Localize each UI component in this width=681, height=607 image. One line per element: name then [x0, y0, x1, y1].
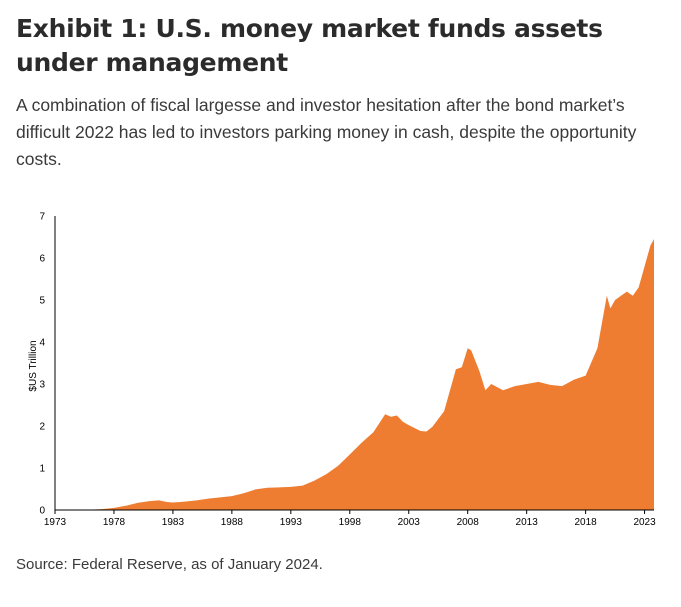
x-tick-label: 1973 — [44, 517, 67, 528]
y-tick-label: 7 — [39, 212, 45, 223]
area-chart: 0 1 2 3 4 5 6 7 1973 1978 1983 1988 1993 1998 2003 2008… — [28, 212, 656, 529]
y-tick-label: 4 — [39, 338, 45, 349]
y-tick-label: 3 — [39, 380, 45, 391]
x-tick-label: 1993 — [280, 517, 303, 528]
x-tick-label: 2023 — [633, 517, 656, 528]
exhibit-subtitle: A combination of fiscal largesse and inv… — [16, 95, 637, 169]
exhibit-title: Exhibit 1: U.S. money market funds asset… — [16, 14, 603, 77]
x-tick-label: 1978 — [103, 517, 126, 528]
y-axis-label: $US Trillion — [28, 340, 39, 391]
y-tick-label: 6 — [39, 254, 45, 265]
area-series — [55, 239, 654, 510]
x-tick-label: 1998 — [339, 517, 362, 528]
x-tick-label: 2013 — [516, 517, 539, 528]
y-tick-label: 1 — [39, 464, 45, 475]
y-tick-label: 5 — [39, 296, 45, 307]
y-tick-label: 0 — [39, 506, 45, 517]
x-tick-label: 1988 — [221, 517, 244, 528]
x-tick-label: 2018 — [574, 517, 597, 528]
y-tick-label: 2 — [39, 422, 45, 433]
x-tick-label: 2008 — [457, 517, 480, 528]
source-note: Source: Federal Reserve, as of January 2… — [16, 556, 323, 573]
x-tick-label: 2003 — [398, 517, 421, 528]
x-tick-label: 1983 — [162, 517, 185, 528]
